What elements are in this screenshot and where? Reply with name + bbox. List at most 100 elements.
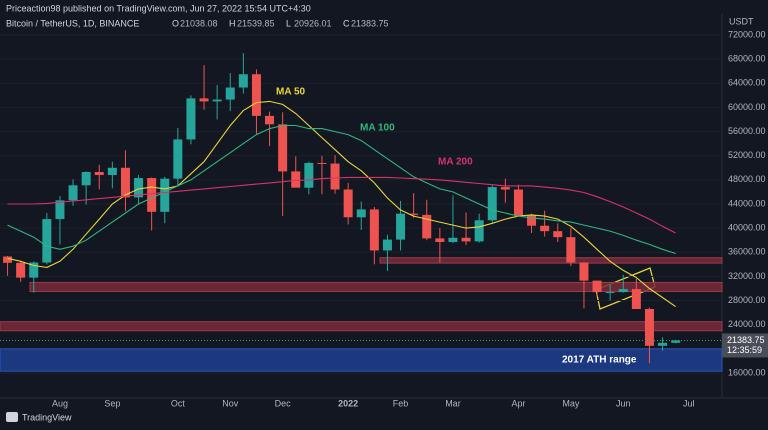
footer: TradingView	[22, 412, 72, 422]
zone	[29, 281, 723, 292]
candle-body	[435, 238, 445, 243]
candle-body	[671, 340, 681, 343]
candle-body	[644, 308, 654, 346]
ohlc-label: H	[229, 18, 236, 28]
candle-body	[343, 189, 353, 218]
ma-label: MA 200	[438, 157, 473, 168]
candle-body	[382, 239, 392, 251]
header: Priceaction98 published on TradingView.c…	[6, 3, 311, 13]
candle-body	[605, 292, 615, 294]
candle-body	[68, 185, 78, 201]
y-tick-label: 48000.00	[728, 174, 766, 184]
candle-body	[199, 98, 209, 102]
x-tick-label: Aug	[52, 398, 68, 408]
candle-body	[186, 98, 196, 140]
y-tick-label: 40000.00	[728, 223, 766, 233]
y-tick-label: 64000.00	[728, 78, 766, 88]
candle-body	[461, 237, 471, 242]
x-tick-label: Sep	[104, 398, 120, 408]
candle-body	[134, 178, 144, 198]
x-tick-label: May	[562, 398, 580, 408]
y-tick-label: 36000.00	[728, 247, 766, 257]
unit: USDT	[729, 16, 754, 26]
x-tick-label: Mar	[445, 398, 461, 408]
candle-body	[658, 342, 668, 346]
ohlc-value: 20926.01	[294, 18, 332, 28]
candle-body	[225, 87, 235, 100]
candle-body	[448, 237, 458, 243]
candle-body	[55, 200, 65, 220]
candle-body	[238, 74, 248, 88]
candle-body	[29, 262, 39, 278]
ohlc-label: C	[343, 18, 350, 28]
y-tick-label: 52000.00	[728, 150, 766, 160]
x-tick-label: Nov	[222, 398, 239, 408]
candle-body	[500, 187, 510, 190]
candle-body	[42, 219, 52, 263]
candle-body	[396, 213, 406, 240]
candle-body	[107, 167, 117, 176]
candle-body	[474, 220, 484, 242]
symbol: Bitcoin / TetherUS, 1D, BINANCE	[6, 18, 139, 28]
ma-label: MA 50	[276, 87, 306, 98]
y-tick-label: 24000.00	[728, 319, 766, 329]
y-tick-label: 56000.00	[728, 126, 766, 136]
candle-body	[147, 178, 157, 212]
candle-body	[422, 214, 432, 239]
x-tick-label: Feb	[393, 398, 409, 408]
candle-body	[16, 262, 26, 278]
y-tick-label: 72000.00	[728, 29, 766, 39]
y-tick-label: 32000.00	[728, 271, 766, 281]
candle-body	[173, 139, 183, 179]
zone	[379, 257, 723, 264]
candle-body	[513, 189, 523, 216]
candle-body	[81, 172, 91, 186]
ohlc-value: 21038.08	[180, 18, 218, 28]
ohlc-label: O	[172, 18, 179, 28]
candle-body	[540, 225, 550, 232]
candle-body	[579, 262, 589, 281]
candle-body	[527, 215, 537, 226]
ma-line	[7, 100, 676, 308]
candle-body	[631, 289, 641, 309]
candle-body	[330, 163, 340, 190]
candle-body	[291, 171, 301, 188]
candle-body	[369, 209, 379, 251]
candle-body	[566, 237, 576, 263]
x-tick-label: Apr	[511, 398, 525, 408]
candle-body	[317, 162, 327, 164]
y-tick-label: 16000.00	[728, 367, 766, 377]
ohlc-value: 21383.75	[351, 18, 389, 28]
candle-body	[3, 256, 13, 263]
candle-body	[251, 74, 261, 116]
x-tick-label: 2022	[338, 398, 358, 408]
zone	[0, 321, 723, 332]
x-tick-label: Dec	[275, 398, 292, 408]
ma-line	[7, 176, 676, 234]
candle-body	[592, 280, 602, 293]
candle-body	[304, 162, 314, 188]
y-tick-label: 44000.00	[728, 198, 766, 208]
candle-body	[553, 231, 563, 238]
ohlc-label: L	[286, 18, 291, 28]
zone-label: 2017 ATH range	[562, 355, 637, 366]
candle-body	[160, 178, 170, 212]
candle-body	[356, 209, 366, 218]
last-price: 21383.75	[727, 335, 765, 345]
ohlc-value: 21539.85	[237, 18, 275, 28]
x-tick-label: Jun	[616, 398, 631, 408]
countdown: 12:35:59	[727, 345, 762, 355]
candle-body	[212, 99, 222, 102]
candle-body	[94, 172, 104, 176]
candle-body	[278, 124, 288, 172]
candle-body	[409, 213, 419, 215]
candle-body	[618, 289, 628, 293]
x-tick-label: Jul	[683, 398, 695, 408]
candle-body	[487, 187, 497, 221]
ma-line	[7, 124, 676, 255]
y-tick-label: 28000.00	[728, 295, 766, 305]
candle-body	[265, 115, 275, 125]
tv-logo	[6, 412, 18, 422]
candle-body	[120, 167, 130, 198]
